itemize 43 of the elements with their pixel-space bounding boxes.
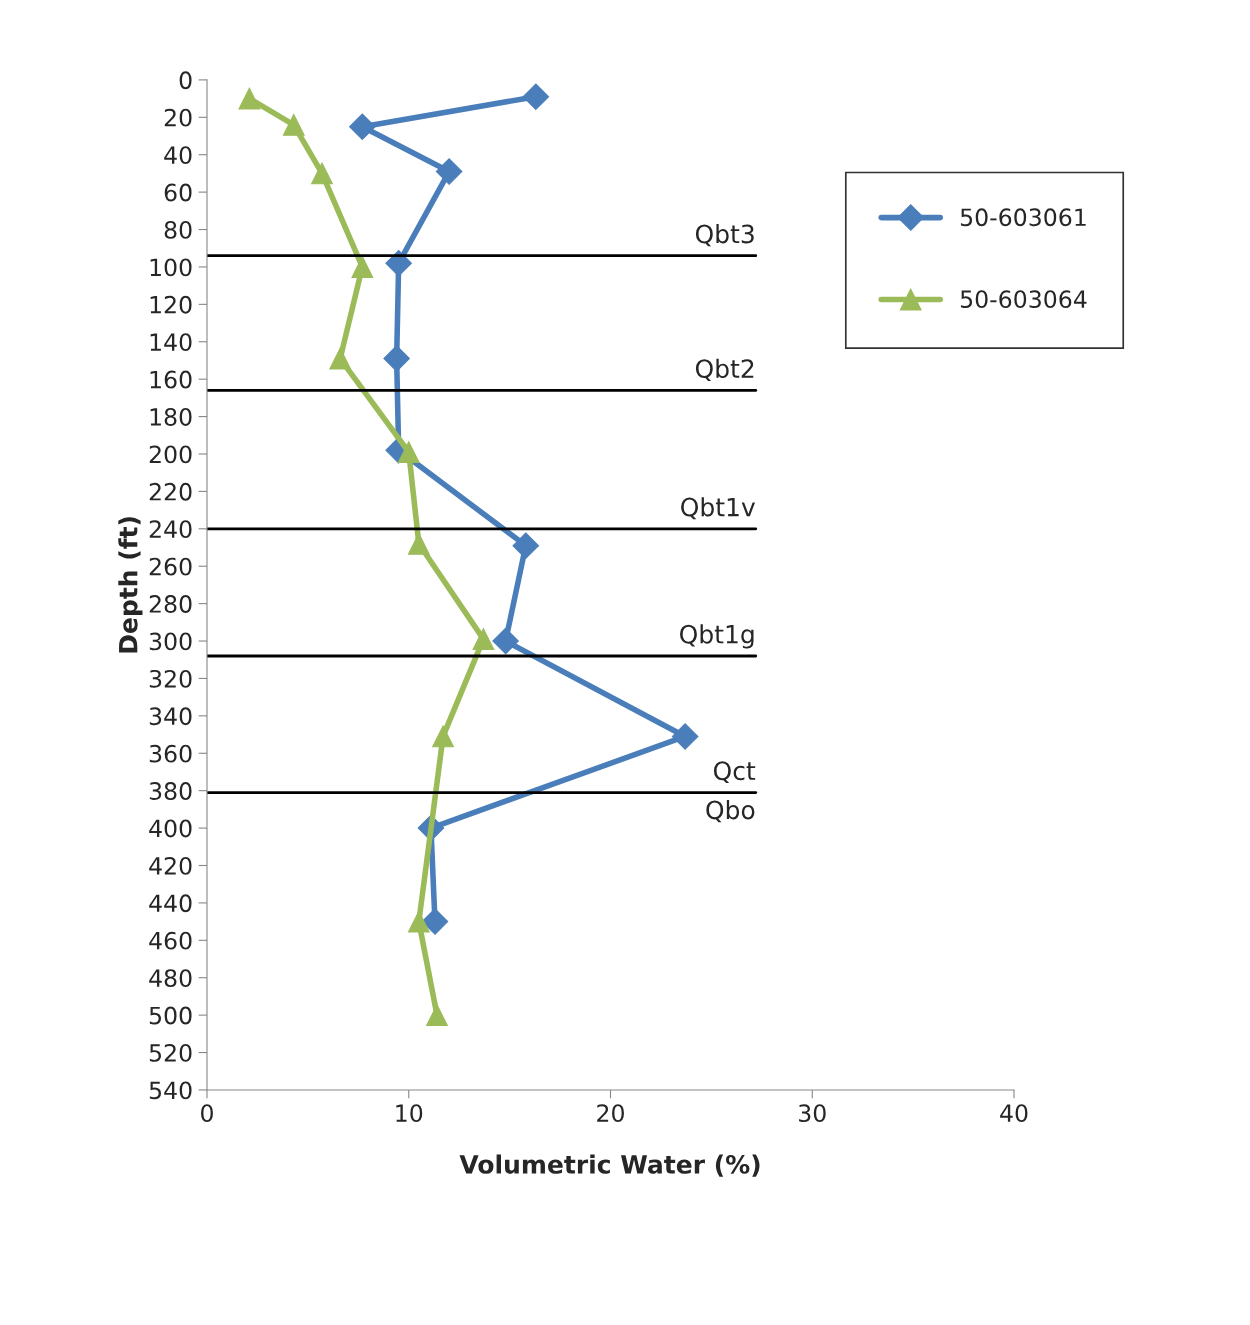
- ref-line-label: Qbt1v: [681, 497, 756, 520]
- y-tick-label: 480: [149, 969, 192, 988]
- y-tick-label: 340: [149, 707, 192, 726]
- y-tick-label: 440: [149, 894, 192, 913]
- y-tick-label: 460: [149, 931, 192, 950]
- y-tick-label: 320: [149, 669, 192, 688]
- x-tick-label: 20: [597, 1104, 624, 1123]
- y-axis-title: Depth (ft): [118, 517, 143, 653]
- y-tick-label: 240: [149, 520, 192, 539]
- x-tick-label: 30: [799, 1104, 826, 1123]
- ref-line-label: Qct: [713, 761, 756, 784]
- y-tick-label: 40: [164, 146, 192, 165]
- y-tick-label: 140: [150, 333, 192, 352]
- y-tick-label: 260: [149, 557, 192, 576]
- ref-line-label: Qbt1g: [680, 624, 754, 649]
- annotation: Qbo: [706, 800, 755, 823]
- y-tick-label: 120: [150, 295, 192, 314]
- legend-label: 50-603064: [960, 290, 1087, 309]
- y-tick-label: 180: [150, 408, 192, 426]
- x-tick-label: 40: [1000, 1104, 1028, 1123]
- y-tick-label: 100: [150, 258, 192, 277]
- ref-line-label: Qbt3: [695, 224, 754, 247]
- x-tick-label: 0: [201, 1104, 213, 1123]
- y-tick-label: 60: [164, 183, 192, 202]
- y-tick-label: 0: [179, 71, 192, 90]
- legend-label: 50-603061: [960, 208, 1086, 227]
- y-tick-label: 540: [149, 1081, 192, 1100]
- ref-line-label: Qbt2: [695, 358, 754, 381]
- y-tick-label: 420: [149, 856, 192, 875]
- y-tick-label: 160: [150, 370, 192, 389]
- y-tick-label: 220: [149, 482, 192, 501]
- y-tick-label: 200: [149, 445, 192, 464]
- y-tick-label: 300: [149, 632, 192, 651]
- y-tick-label: 520: [149, 1043, 192, 1062]
- y-tick-label: 280: [149, 595, 192, 613]
- y-tick-label: 400: [149, 819, 192, 838]
- x-axis-title: Volumetric Water (%): [459, 1154, 760, 1177]
- y-tick-label: 500: [149, 1006, 192, 1025]
- x-tick-label: 10: [396, 1104, 423, 1123]
- y-tick-label: 360: [149, 744, 192, 763]
- y-tick-label: 80: [164, 220, 192, 239]
- y-tick-label: 20: [164, 108, 192, 127]
- y-tick-label: 380: [149, 782, 192, 800]
